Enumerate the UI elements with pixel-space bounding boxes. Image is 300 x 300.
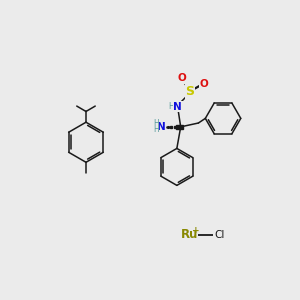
Text: O: O (177, 73, 186, 83)
Text: H: H (168, 102, 174, 111)
Text: N: N (157, 122, 166, 132)
Text: O: O (200, 79, 208, 89)
Text: N: N (173, 102, 182, 112)
Text: Cl: Cl (214, 230, 224, 240)
Text: H: H (153, 125, 159, 134)
Text: S: S (185, 85, 194, 98)
Text: H: H (153, 119, 159, 128)
Text: +: + (192, 226, 200, 235)
Text: Ru: Ru (181, 228, 198, 241)
